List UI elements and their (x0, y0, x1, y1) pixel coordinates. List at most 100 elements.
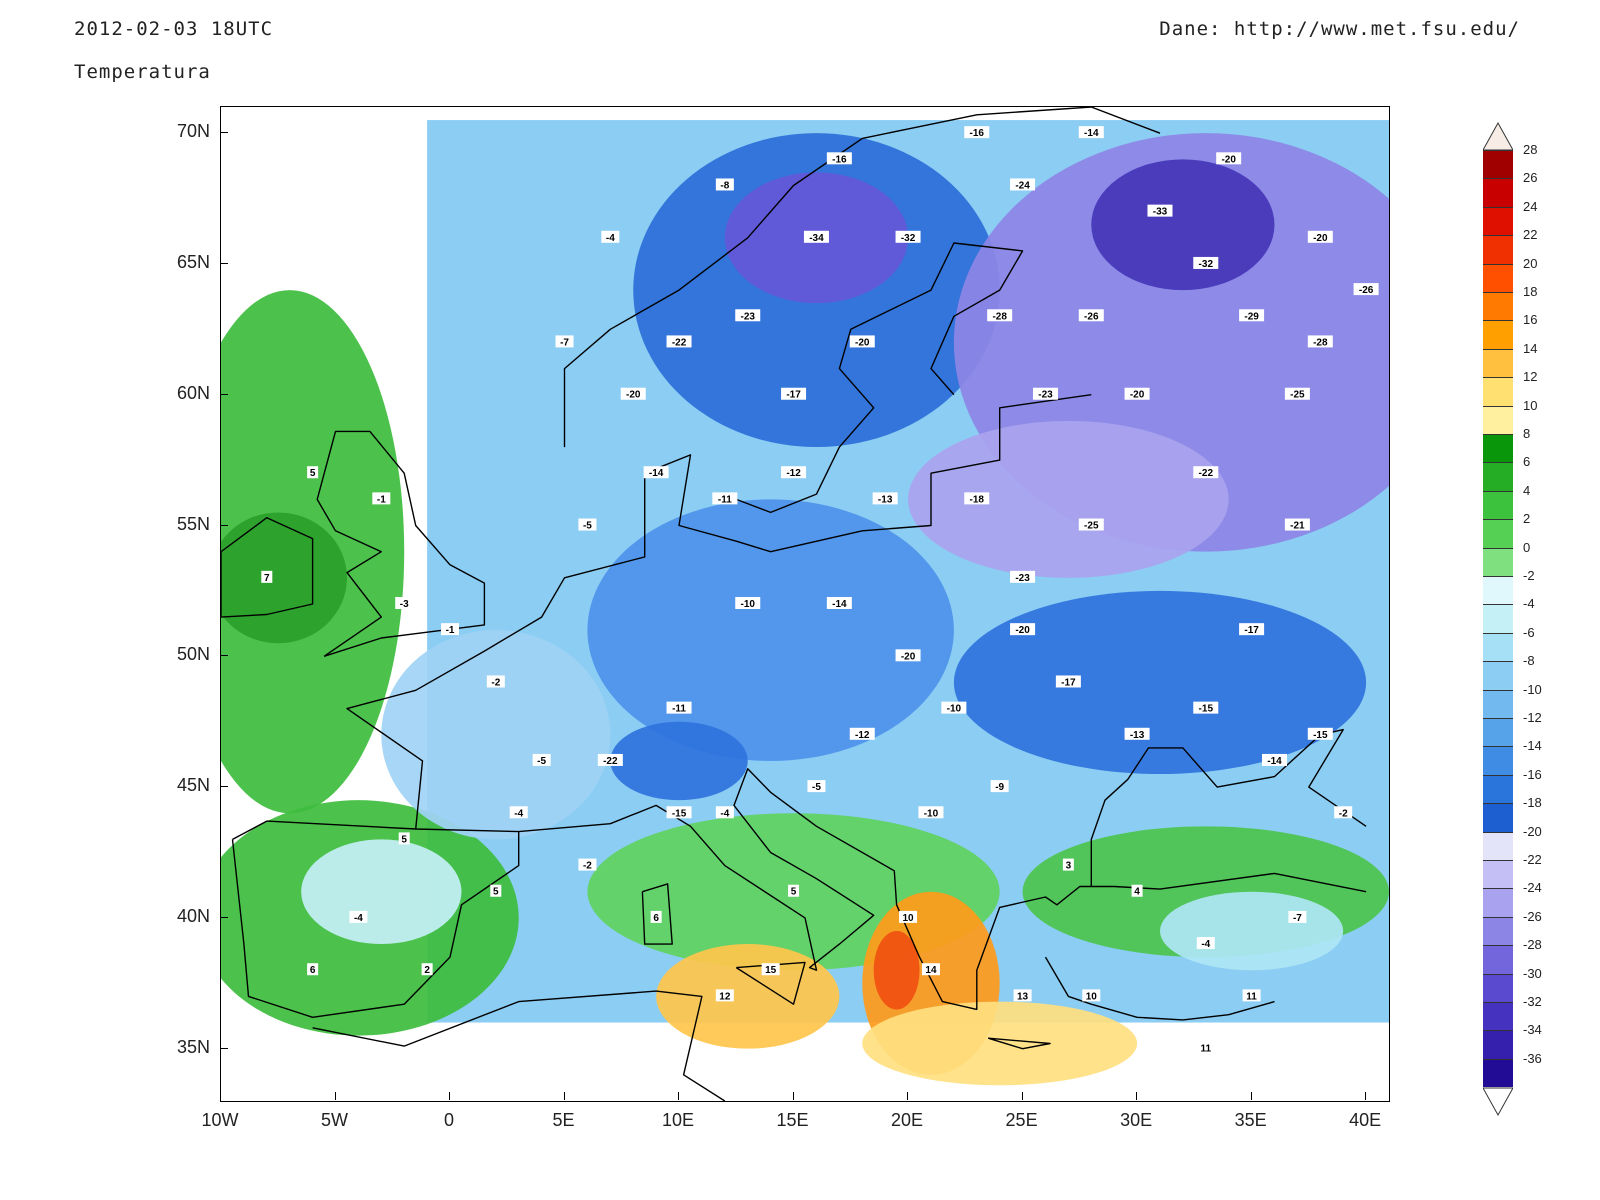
lat-tick-mark (220, 655, 228, 657)
station-value: -17 (781, 387, 807, 401)
colorbar-cell (1483, 973, 1513, 1002)
svg-text:6: 6 (310, 965, 316, 976)
svg-text:-26: -26 (1084, 311, 1099, 322)
svg-text:-9: -9 (995, 782, 1004, 793)
coastline-10 (1090, 728, 1367, 887)
station-value: -5 (532, 753, 551, 767)
station-value: 5 (788, 884, 800, 898)
svg-text:-11: -11 (672, 704, 686, 715)
region-italy-warm (656, 944, 840, 1049)
lon-tick-mark (334, 1092, 336, 1100)
station-value: -16 (964, 126, 990, 139)
region-france-lightblue (381, 630, 611, 840)
svg-text:-14: -14 (1084, 128, 1099, 139)
svg-text:-4: -4 (1201, 939, 1210, 950)
colorbar-cell (1483, 718, 1513, 747)
lon-tick-mark (1250, 1092, 1252, 1100)
station-value: -15 (666, 806, 692, 819)
svg-text:-20: -20 (1015, 625, 1030, 636)
svg-text:4: 4 (1134, 887, 1140, 898)
svg-text:-5: -5 (583, 521, 592, 532)
lon-tick-label: 15E (776, 1110, 809, 1130)
svg-text:-13: -13 (1130, 730, 1145, 741)
colorbar-cell (1483, 661, 1513, 690)
svg-text:10: 10 (902, 913, 914, 924)
svg-text:-4: -4 (354, 913, 363, 924)
svg-text:-32: -32 (901, 233, 916, 244)
station-value: 10 (1082, 989, 1101, 1002)
colorbar-top-arrow (1483, 121, 1513, 151)
colorbar-label: -32 (1523, 994, 1542, 1009)
station-value: -26 (1353, 283, 1379, 296)
coastline-6 (518, 768, 1367, 1011)
svg-text:-7: -7 (1293, 913, 1302, 924)
coastline-1 (346, 394, 1092, 830)
station-value: -17 (1239, 623, 1265, 636)
lat-tick-mark (220, 262, 228, 264)
station-value: -14 (826, 597, 852, 610)
colorbar-label: 2 (1523, 511, 1531, 527)
svg-text:-11: -11 (718, 494, 732, 505)
svg-text:-23: -23 (1015, 573, 1030, 584)
colorbar-label: -24 (1523, 880, 1542, 896)
svg-text:-14: -14 (649, 468, 664, 479)
station-value: -21 (1284, 518, 1310, 532)
station-value: -25 (1078, 518, 1104, 532)
svg-text:-13: -13 (878, 494, 893, 505)
svg-text:-10: -10 (947, 704, 962, 715)
station-value: -23 (735, 309, 761, 322)
station-value: -15 (1307, 727, 1333, 741)
svg-text:-12: -12 (786, 468, 801, 479)
lat-tick-label: 70N (176, 121, 210, 142)
station-value: -4 (509, 806, 528, 819)
coastline-13 (987, 1037, 1051, 1050)
svg-text:-20: -20 (901, 651, 916, 662)
svg-text:-2: -2 (1339, 808, 1348, 819)
station-value: -1 (441, 623, 460, 636)
svg-text:-16: -16 (970, 128, 985, 139)
colorbar-label: -36 (1523, 1050, 1542, 1066)
colorbar-cell (1483, 405, 1513, 434)
lat-tick-label: 65N (176, 251, 210, 272)
station-value: -7 (1288, 910, 1307, 924)
station-value: 2 (421, 963, 433, 976)
colorbar-label: 4 (1523, 482, 1531, 498)
station-value: -5 (807, 780, 826, 793)
colorbar-cell (1483, 888, 1513, 917)
colorbar-cell (1483, 547, 1513, 576)
lon-tick-label: 10E (662, 1110, 695, 1130)
svg-text:14: 14 (925, 965, 937, 976)
lat-tick-mark (220, 132, 228, 134)
station-value: -13 (1124, 727, 1150, 741)
station-value: -28 (1307, 335, 1333, 348)
svg-text:-8: -8 (720, 180, 729, 191)
colorbar-cell (1483, 576, 1513, 605)
svg-text:-26: -26 (1359, 285, 1374, 296)
svg-text:13: 13 (1017, 991, 1029, 1002)
svg-text:-14: -14 (832, 599, 847, 610)
colorbar-cell (1483, 1058, 1513, 1088)
colorbar-cell (1483, 774, 1513, 804)
colorbar-label: 18 (1523, 284, 1538, 299)
coastline-4 (563, 107, 1161, 448)
lon-tick-label: 40E (1349, 1110, 1382, 1130)
colorbar-cell (1483, 803, 1513, 832)
station-value: -14 (1261, 753, 1287, 767)
colorbar-cell (1483, 1030, 1513, 1059)
svg-text:-28: -28 (1313, 337, 1328, 348)
lat-tick-label: 45N (176, 775, 210, 796)
svg-text:-4: -4 (606, 233, 615, 244)
colorbar-label: -28 (1523, 937, 1542, 953)
svg-text:-23: -23 (741, 311, 756, 322)
svg-text:7: 7 (264, 573, 270, 584)
station-value: -4 (1196, 937, 1215, 950)
region-ireland-green (221, 512, 347, 644)
svg-text:-10: -10 (741, 599, 756, 610)
station-value: -34 (803, 230, 829, 244)
colorbar-cell (1483, 604, 1513, 633)
lon-tick-mark (563, 1092, 565, 1100)
station-value: -22 (1193, 466, 1219, 479)
svg-text:5: 5 (791, 887, 797, 898)
svg-text:-4: -4 (720, 808, 729, 819)
colorbar-label: 16 (1523, 312, 1538, 328)
